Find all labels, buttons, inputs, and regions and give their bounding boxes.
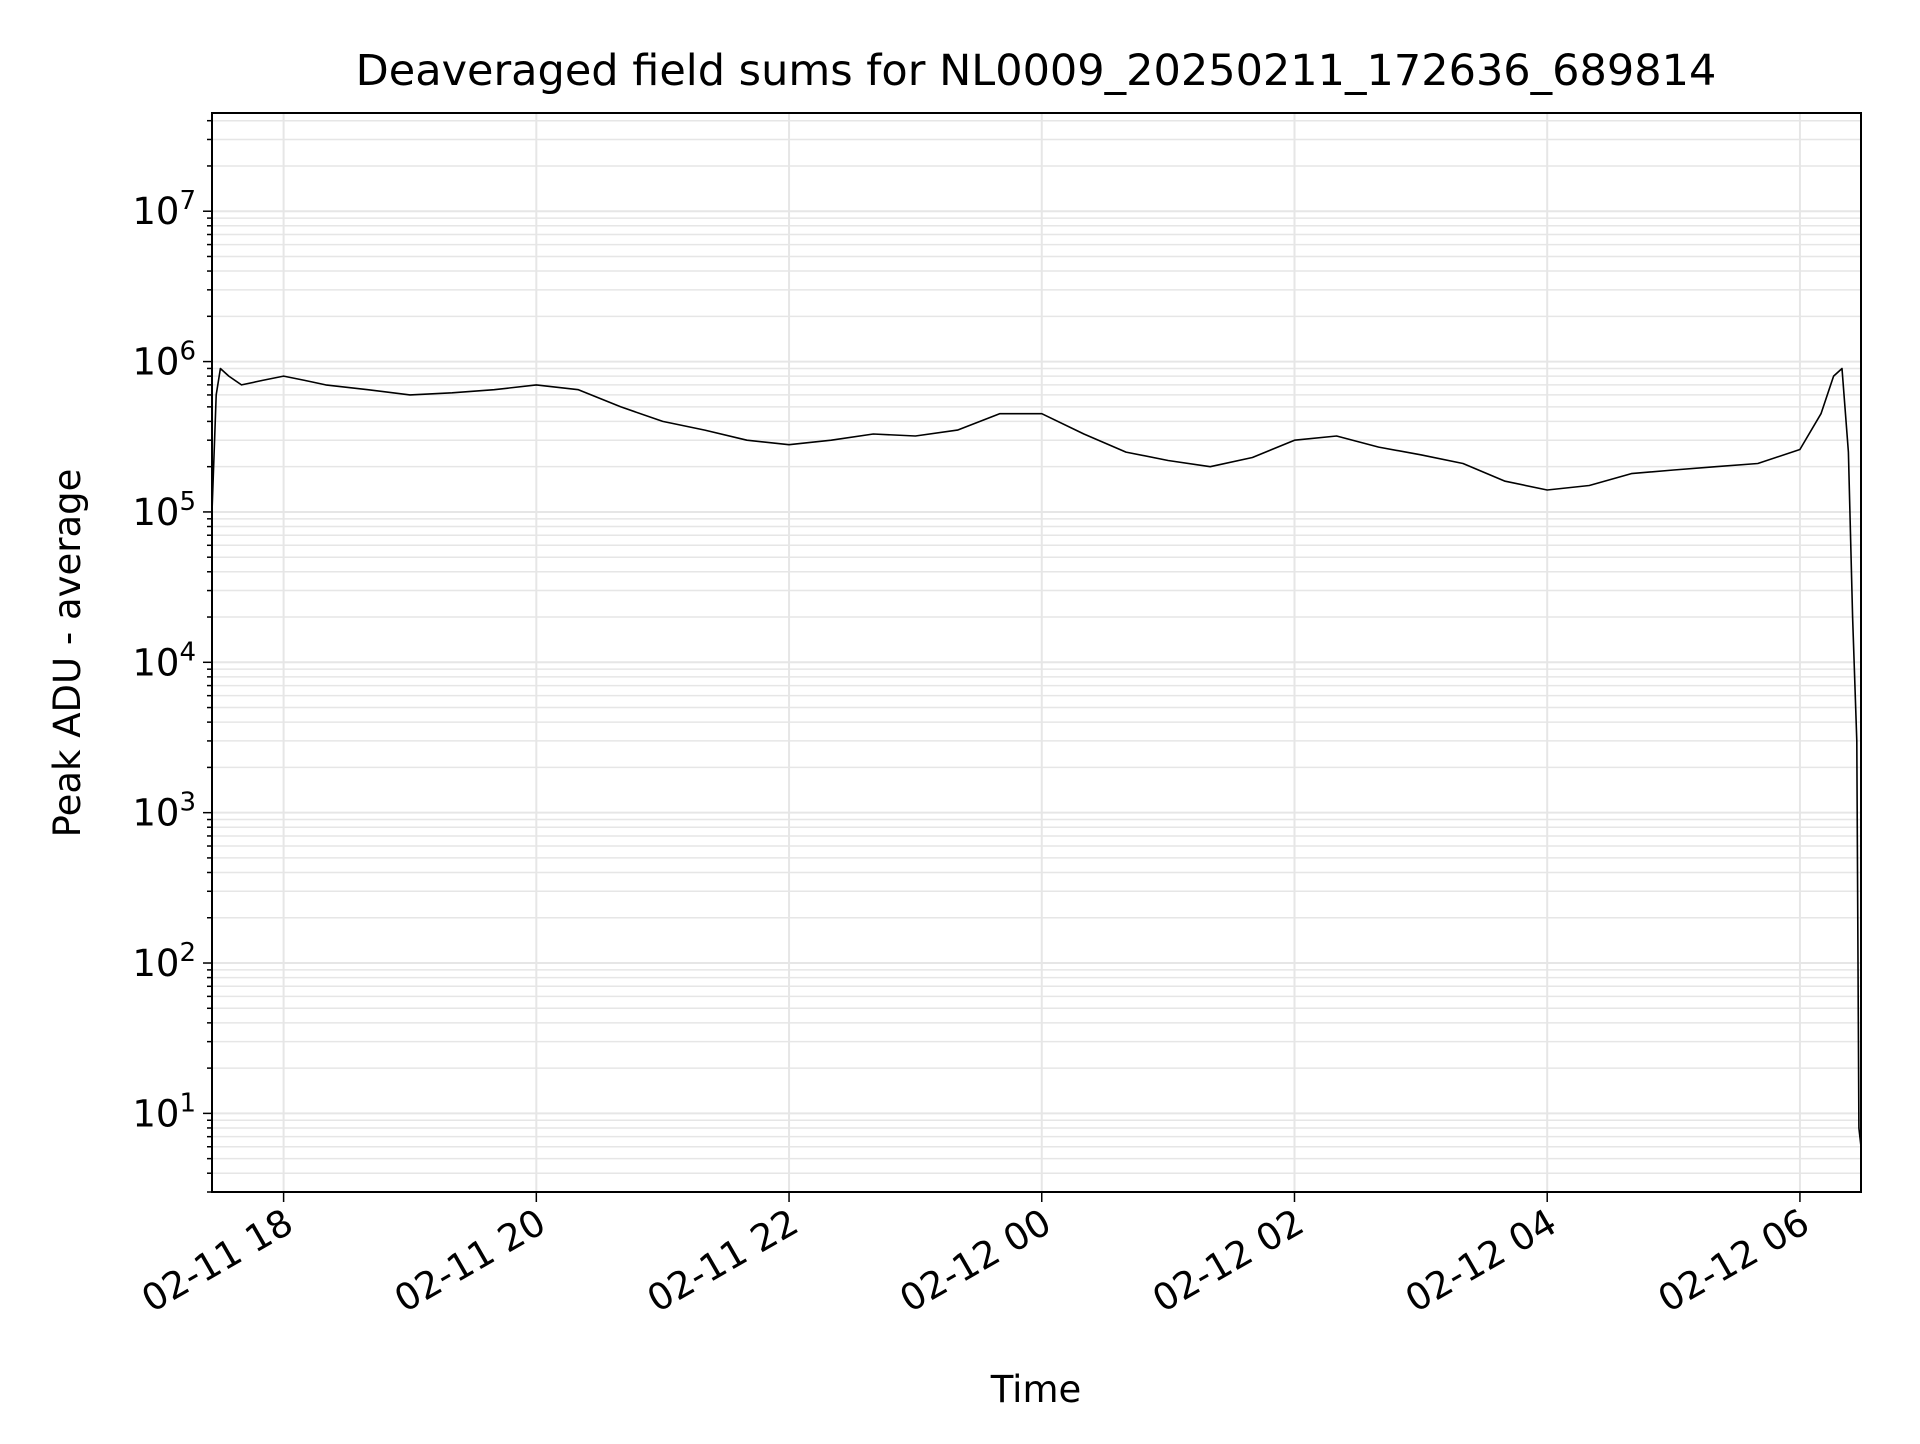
grid-layer bbox=[212, 113, 1861, 1193]
y-tick-label: 107 bbox=[132, 186, 196, 233]
y-tick-label: 105 bbox=[132, 487, 196, 534]
series-line-0 bbox=[211, 367, 1862, 1147]
y-tick-label: 104 bbox=[132, 637, 196, 684]
y-axis-label: Peak ADU - average bbox=[46, 469, 89, 838]
y-tick-label: 106 bbox=[132, 337, 196, 384]
chart-title: Deaveraged field sums for NL0009_2025021… bbox=[356, 46, 1717, 96]
y-tick-label: 103 bbox=[132, 788, 196, 835]
plot-area-background bbox=[212, 113, 1861, 1192]
x-axis-label: Time bbox=[990, 1368, 1082, 1411]
plot-frame bbox=[211, 112, 1862, 1193]
y-tick-label: 101 bbox=[132, 1088, 196, 1135]
y-tick-label: 102 bbox=[132, 938, 196, 985]
series-layer bbox=[211, 367, 1862, 1147]
